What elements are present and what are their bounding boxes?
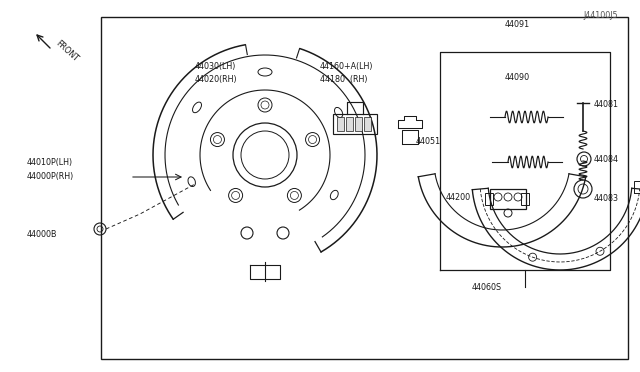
Bar [333, 114, 377, 134]
Text: 44060S: 44060S [472, 283, 502, 292]
Text: 44020(RH): 44020(RH) [195, 75, 237, 84]
Bar [634, 181, 640, 193]
Bar [346, 117, 353, 131]
Text: FRONT: FRONT [54, 39, 80, 64]
Bar [337, 117, 344, 131]
Bar [521, 193, 529, 205]
Bar [355, 117, 362, 131]
Text: 44180  (RH): 44180 (RH) [320, 75, 367, 84]
Text: 44083: 44083 [594, 194, 619, 203]
Text: 44084: 44084 [594, 155, 619, 164]
Text: 44030(LH): 44030(LH) [195, 62, 236, 71]
Text: 44090: 44090 [505, 73, 530, 82]
Bar [485, 193, 493, 205]
Bar [490, 189, 526, 209]
Text: 44091: 44091 [505, 20, 530, 29]
Bar [364, 117, 371, 131]
Text: 44160+A(LH): 44160+A(LH) [320, 62, 374, 71]
Text: 44051: 44051 [416, 137, 441, 146]
Text: 44000P(RH): 44000P(RH) [27, 172, 74, 181]
Text: J44100J5: J44100J5 [584, 11, 618, 20]
Text: 44000B: 44000B [27, 230, 58, 239]
Text: 44081: 44081 [594, 100, 619, 109]
Text: 44200: 44200 [446, 193, 471, 202]
Text: 44010P(LH): 44010P(LH) [27, 158, 73, 167]
Bar [101, 17, 628, 359]
